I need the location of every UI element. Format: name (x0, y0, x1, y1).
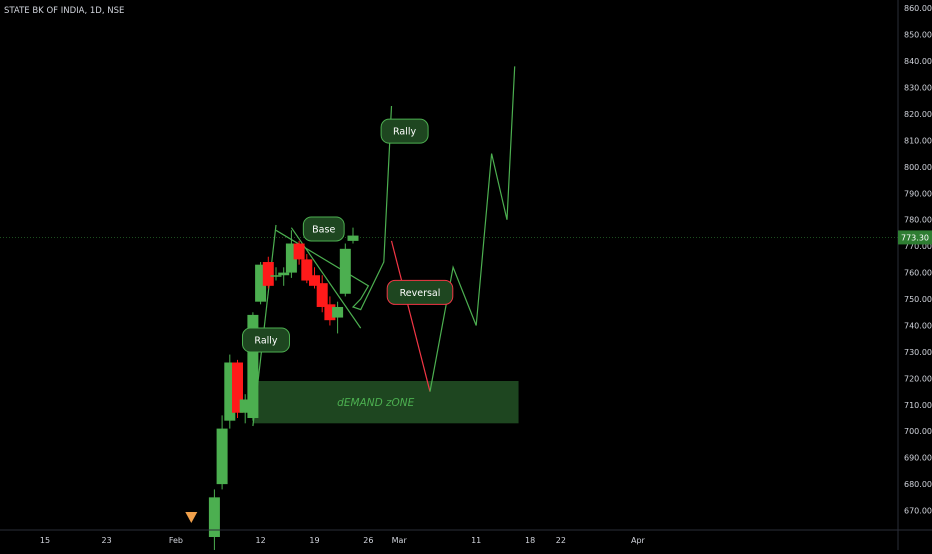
last-price-label: 773.30 (901, 233, 929, 242)
y-tick-label: 830.00 (904, 84, 932, 93)
candle-body (262, 262, 274, 286)
candle-body (208, 497, 220, 537)
x-tick-label: 15 (40, 536, 50, 545)
annotation-badge (302, 216, 345, 242)
y-tick-label: 790.00 (904, 189, 932, 198)
x-tick-label: 22 (556, 536, 566, 545)
candle-body (232, 362, 243, 413)
y-tick-label: 780.00 (904, 216, 932, 225)
x-tick-label: 23 (102, 536, 112, 545)
candle-body (347, 235, 359, 241)
y-tick-label: 820.00 (904, 110, 932, 119)
x-tick-label: Apr (631, 536, 646, 545)
candle-body (332, 306, 344, 318)
candle-body (301, 259, 313, 281)
y-tick-label: 740.00 (904, 321, 932, 330)
y-tick-label: 710.00 (904, 401, 932, 410)
y-tick-label: 850.00 (904, 31, 932, 40)
symbol-header: STATE BK OF INDIA, 1D, NSE (4, 6, 124, 16)
last-price-badge (898, 230, 932, 245)
candle-body (270, 275, 282, 277)
x-tick-label: Feb (169, 536, 183, 545)
candle-body (224, 362, 236, 421)
x-tick-label: 19 (309, 536, 319, 545)
demand-zone (252, 381, 519, 424)
y-tick-label: 720.00 (904, 374, 932, 383)
y-tick-label: 860.00 (904, 4, 932, 13)
annotation-label: Reversal (400, 288, 441, 299)
y-tick-label: 810.00 (904, 136, 932, 145)
annotations-layer: Rally Base Rally Reversal (241, 118, 454, 353)
y-tick-label: 670.00 (904, 507, 932, 516)
annotation-badge (386, 279, 454, 305)
x-tick-label: 12 (256, 536, 266, 545)
y-tick-label: 680.00 (904, 480, 932, 489)
candle-body (285, 243, 297, 273)
x-tick-label: 26 (363, 536, 373, 545)
zones-layer: dEMAND zONE (252, 381, 519, 424)
candle-body (316, 283, 328, 307)
annotation-badge (241, 327, 290, 353)
annotation-label: Base (312, 224, 335, 235)
y-tick-label: 730.00 (904, 348, 932, 357)
candle-body (247, 314, 259, 419)
candle-body (324, 304, 336, 321)
signal-marker-icon (185, 512, 198, 523)
y-tick-label: 840.00 (904, 57, 932, 66)
annotation-badge (380, 118, 429, 144)
x-tick-label: Mar (392, 536, 408, 545)
projection-line (275, 105, 393, 311)
candle-body (216, 428, 228, 485)
candle-body (309, 275, 320, 286)
y-tick-label: 700.00 (904, 427, 932, 436)
candle-body (278, 272, 290, 276)
y-tick-label: 770.00 (904, 242, 932, 251)
y-tick-label: 800.00 (904, 163, 932, 172)
candle-body (255, 264, 267, 302)
candle-body (293, 243, 305, 260)
candle-body (339, 248, 351, 294)
x-tick-label: 11 (471, 536, 481, 545)
projection-line (390, 240, 431, 392)
demand-zone-label: dEMAND zONE (337, 397, 414, 409)
x-tick-label: 18 (525, 536, 535, 545)
annotation-label: Rally (393, 127, 416, 138)
candle-body (239, 399, 251, 413)
annotation-label: Rally (254, 336, 277, 347)
y-tick-label: 750.00 (904, 295, 932, 304)
y-tick-label: 690.00 (904, 454, 932, 463)
y-tick-label: 760.00 (904, 269, 932, 278)
candles-layer (185, 227, 359, 551)
